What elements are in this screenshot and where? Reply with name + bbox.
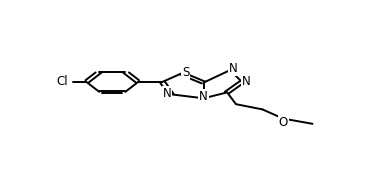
Text: N: N xyxy=(199,90,208,103)
Text: O: O xyxy=(279,116,288,129)
Text: N: N xyxy=(242,75,251,88)
Text: Cl: Cl xyxy=(56,75,68,88)
Text: S: S xyxy=(182,66,190,79)
Text: N: N xyxy=(229,62,238,75)
Text: N: N xyxy=(162,87,171,100)
